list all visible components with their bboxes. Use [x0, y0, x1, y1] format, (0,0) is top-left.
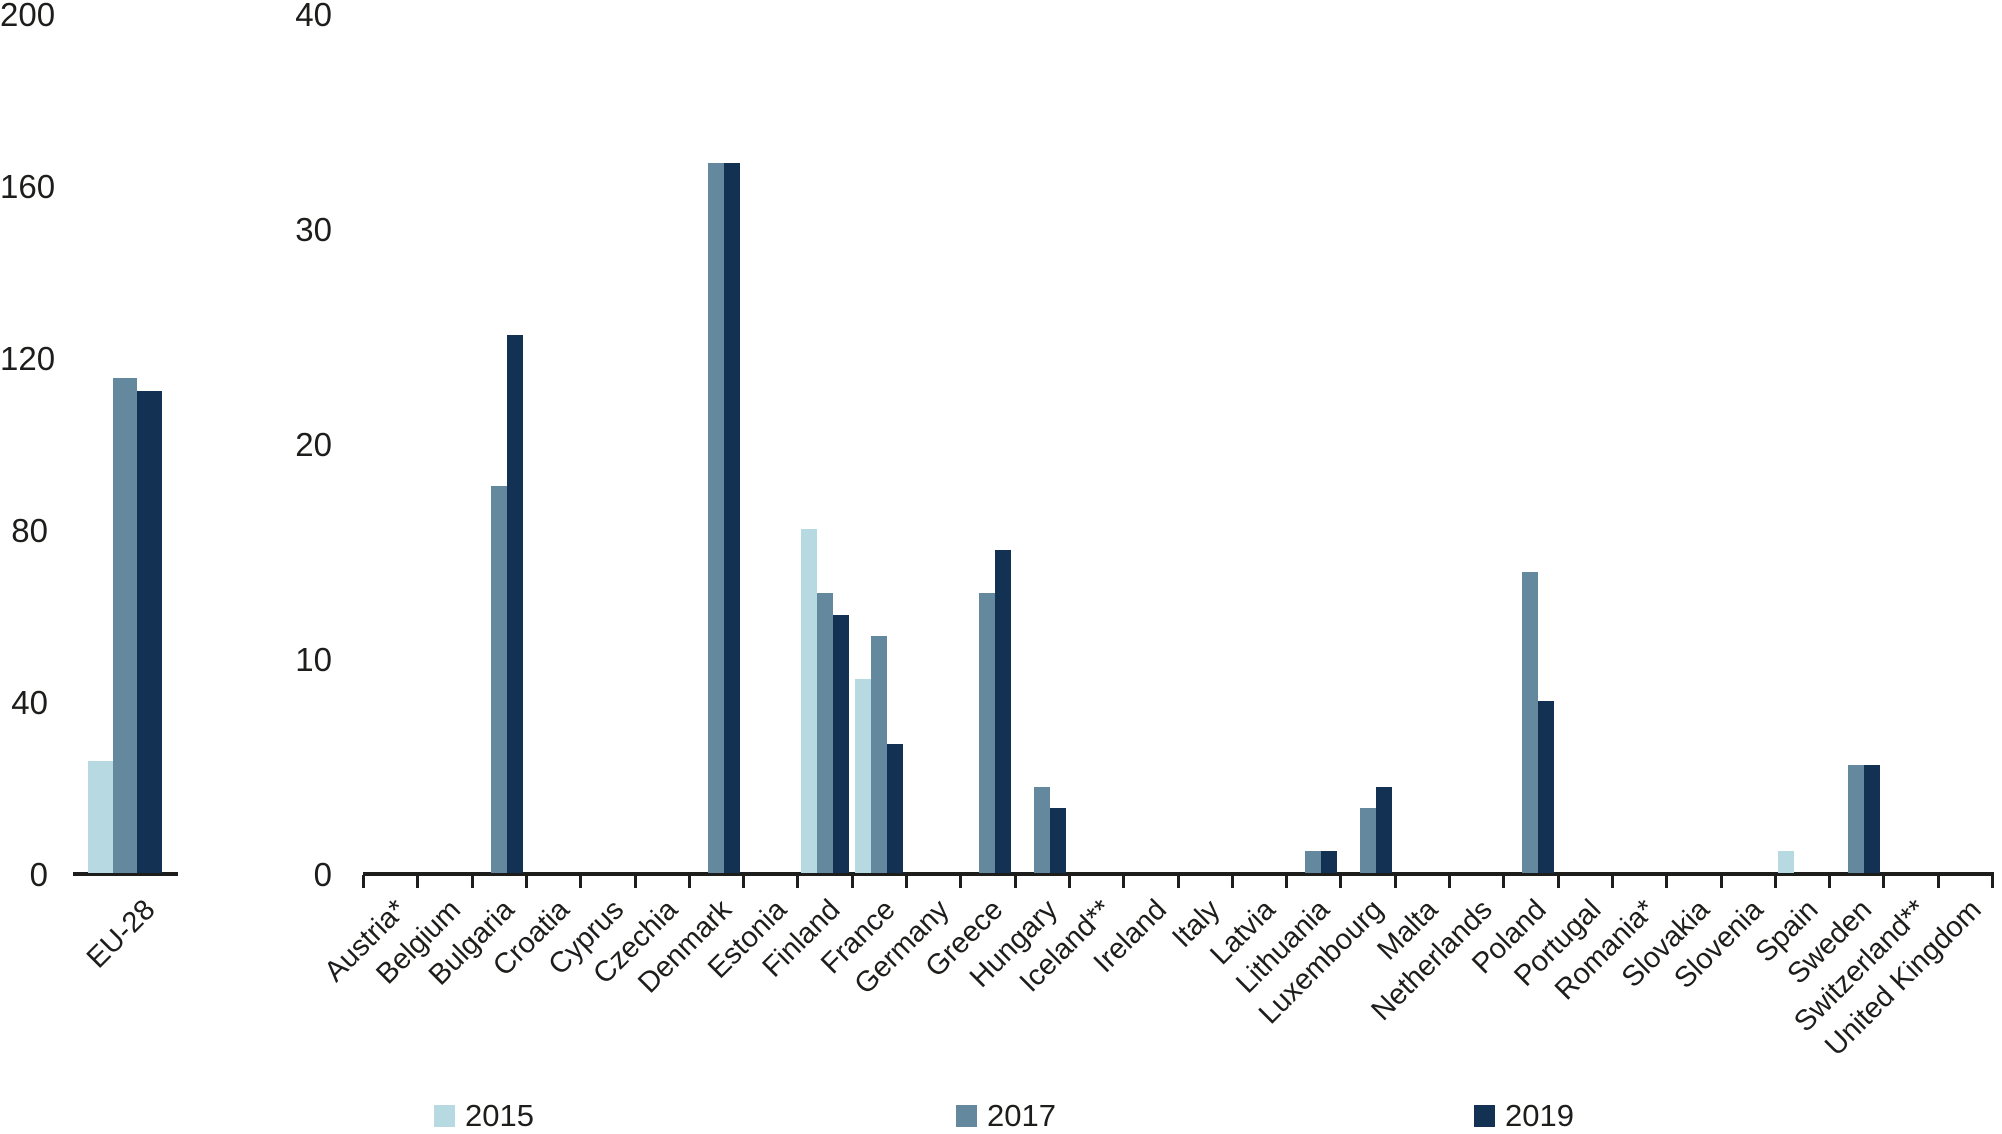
bar-sweden-2017: [1848, 765, 1865, 873]
bar-eu-28-2017: [112, 378, 137, 873]
bar-eu-28-2015: [88, 761, 113, 873]
legend-item-2019: 2019: [1474, 1098, 1594, 1133]
bar-france-2017: [870, 636, 887, 873]
x-axis-tick: [1611, 875, 1614, 888]
legend-color-2017: [956, 1105, 977, 1127]
bar-lithuania-2017: [1305, 851, 1322, 873]
x-axis-tick: [959, 875, 962, 888]
x-axis-tick: [1937, 875, 1940, 888]
x-axis-tick: [1502, 875, 1505, 888]
x-axis-tick: [579, 875, 582, 888]
bar-france-2015: [854, 679, 871, 873]
x-axis-tick: [1394, 875, 1397, 888]
y-axis-tick-label: 40: [11, 684, 48, 721]
x-axis-tick: [1882, 875, 1885, 888]
bar-finland-2017: [816, 593, 833, 873]
bar-finland-2015: [800, 529, 817, 873]
x-axis-tick: [1991, 875, 1994, 888]
x-axis-tick: [1339, 875, 1342, 888]
y-axis-tick-label: 160: [0, 168, 56, 205]
x-axis-tick: [851, 875, 854, 888]
x-axis-tick: [1448, 875, 1451, 888]
bar-luxembourg-2019: [1375, 787, 1392, 873]
x-axis-tick: [1068, 875, 1071, 888]
y-axis-tick-label: 30: [295, 211, 332, 248]
x-axis-tick: [1774, 875, 1777, 888]
x-axis-tick: [1720, 875, 1723, 888]
y-axis-tick-label: 20: [295, 426, 332, 463]
bar-bulgaria-2019: [506, 335, 523, 873]
eu28-x-axis-line: [73, 872, 178, 876]
legend-label-2015: 2015: [465, 1098, 534, 1133]
bar-poland-2019: [1538, 701, 1555, 873]
x-axis-tick: [362, 875, 365, 888]
legend-label-2017: 2017: [987, 1098, 1056, 1133]
y-axis-tick-label: 200: [0, 0, 56, 33]
x-axis-label-eu-28: EU-28: [80, 893, 162, 975]
bar-bulgaria-2017: [490, 486, 507, 873]
legend-item-2015: 2015: [434, 1098, 554, 1133]
x-axis-tick: [1014, 875, 1017, 888]
x-axis-tick: [1231, 875, 1234, 888]
bar-hungary-2019: [1049, 808, 1066, 873]
bar-sweden-2019: [1864, 765, 1881, 873]
x-axis-tick: [1828, 875, 1831, 888]
bar-finland-2019: [832, 615, 849, 873]
x-axis-tick: [796, 875, 799, 888]
x-axis-tick: [525, 875, 528, 888]
legend-color-2019: [1474, 1105, 1495, 1127]
bar-poland-2017: [1522, 572, 1539, 873]
legend-item-2017: 2017: [956, 1098, 1076, 1133]
bar-greece-2019: [995, 550, 1012, 873]
countries-x-axis-line: [363, 872, 1994, 876]
bar-eu-28-2019: [137, 391, 162, 873]
bar-lithuania-2019: [1321, 851, 1338, 873]
x-axis-tick: [416, 875, 419, 888]
y-axis-tick-label: 120: [0, 340, 56, 377]
bar-spain-2015: [1777, 851, 1794, 873]
y-axis-tick-label: 0: [313, 856, 332, 893]
x-axis-tick: [634, 875, 637, 888]
legend-color-2015: [434, 1105, 455, 1127]
x-axis-tick: [688, 875, 691, 888]
legend-label-2019: 2019: [1505, 1098, 1574, 1133]
y-axis-tick-label: 40: [295, 0, 332, 33]
x-axis-tick: [1177, 875, 1180, 888]
y-axis-tick-label: 80: [11, 512, 48, 549]
y-axis-tick-label: 10: [295, 641, 332, 678]
x-axis-tick: [1122, 875, 1125, 888]
x-axis-tick: [471, 875, 474, 888]
x-axis-tick: [1557, 875, 1560, 888]
bar-france-2019: [886, 744, 903, 873]
x-axis-tick: [1665, 875, 1668, 888]
x-axis-tick: [905, 875, 908, 888]
bar-hungary-2017: [1033, 787, 1050, 873]
bar-denmark-2019: [723, 163, 740, 873]
bar-denmark-2017: [707, 163, 724, 873]
x-axis-tick: [1285, 875, 1288, 888]
x-axis-tick: [742, 875, 745, 888]
y-axis-tick-label: 0: [29, 856, 48, 893]
bar-luxembourg-2017: [1359, 808, 1376, 873]
bar-greece-2017: [979, 593, 996, 873]
